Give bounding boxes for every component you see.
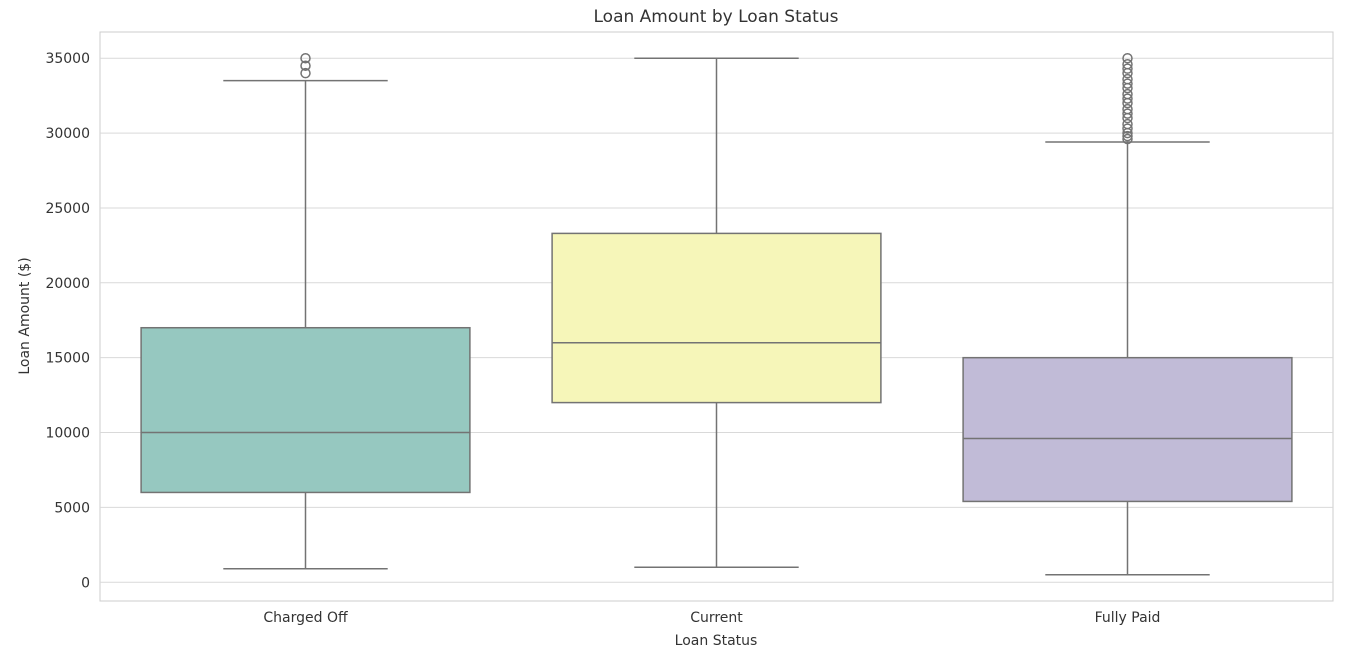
outlier-point bbox=[1122, 103, 1133, 115]
box-group-current bbox=[551, 57, 882, 569]
boxes bbox=[140, 52, 1293, 576]
y-tick-label: 5000 bbox=[54, 500, 90, 516]
outlier-point bbox=[1122, 108, 1133, 119]
x-tick-label: Fully Paid bbox=[1095, 610, 1161, 626]
y-tick-labels: 0 5000 10000 15000 20000 25000 30000 35000 bbox=[45, 51, 90, 591]
outlier-point bbox=[1122, 123, 1133, 134]
x-tick-label: Charged Off bbox=[263, 610, 348, 626]
outlier-point bbox=[300, 52, 311, 64]
box-group-fully-paid bbox=[962, 52, 1293, 576]
x-tick-labels: Charged Off Current Fully Paid bbox=[263, 610, 1160, 626]
outlier-point bbox=[1122, 133, 1133, 145]
outlier-point bbox=[1122, 130, 1133, 142]
box-group-charged-off bbox=[140, 52, 471, 570]
y-tick-label: 0 bbox=[81, 575, 90, 591]
y-axis-label: Loan Amount ($) bbox=[17, 257, 33, 374]
x-axis-label: Loan Status bbox=[675, 633, 758, 649]
outlier-point bbox=[1122, 118, 1133, 130]
outlier-point bbox=[1122, 52, 1133, 64]
y-tick-label: 20000 bbox=[45, 276, 90, 292]
box bbox=[962, 356, 1293, 503]
y-tick-label: 35000 bbox=[45, 51, 90, 67]
outlier-point bbox=[1122, 78, 1133, 89]
outlier-point bbox=[300, 60, 311, 71]
outlier-point bbox=[1122, 93, 1133, 104]
outlier-point bbox=[1122, 88, 1133, 100]
chart-title: Loan Amount by Loan Status bbox=[594, 7, 839, 27]
outlier-point bbox=[300, 67, 311, 79]
y-tick-label: 30000 bbox=[45, 126, 90, 142]
y-tick-label: 10000 bbox=[45, 426, 90, 442]
x-tick-label: Current bbox=[690, 610, 743, 626]
box bbox=[140, 326, 471, 494]
box bbox=[551, 232, 882, 404]
outlier-point bbox=[1122, 63, 1133, 74]
outlier-point bbox=[1122, 73, 1133, 85]
y-tick-label: 25000 bbox=[45, 201, 90, 217]
y-tick-label: 15000 bbox=[45, 351, 90, 367]
outlier-point bbox=[1122, 58, 1133, 70]
